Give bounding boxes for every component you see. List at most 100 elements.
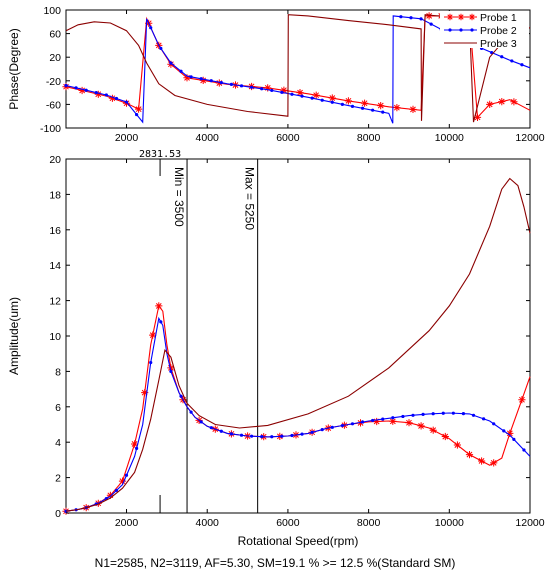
legend-label-probe-2: Probe 2 [480,25,517,37]
phase-point-probe-2 [114,96,119,101]
amplitude-y-tick-label: 2 [55,473,61,485]
amplitude-point-probe-2 [199,420,203,424]
phase-point-probe-2 [429,22,433,26]
amplitude-point-probe-2 [360,420,365,424]
amplitude-y-axis-label: Amplitude(um) [7,297,21,375]
amplitude-point-probe-2 [330,425,334,429]
amplitude-point-probe-2 [229,432,234,436]
amplitude-y-tick-label: 20 [49,154,61,166]
amplitude-point-probe-2 [441,411,445,415]
amplitude-point-probe-2 [350,422,355,426]
peak-marker-label: 2831.53 [139,149,181,160]
phase-ticks-group: 2000 4000 6000 8000 10000 12000 100 60 20 -20 -60 -… [40,5,545,144]
legend-label-probe-3: Probe 3 [480,38,517,50]
phase-point-probe-1 [108,94,116,102]
legend-marker-probe-2 [448,28,452,32]
amplitude-point-probe-1 [429,426,437,434]
amplitude-point-probe-2 [290,433,294,438]
phase-y-tick-label: 60 [49,29,61,41]
amplitude-point-probe-1 [106,491,114,499]
phase-point-probe-2 [270,88,274,93]
amplitude-ticks-group: 2000 4000 6000 8000 10000 12000 0 2 4 6 8 10 12 14 16 1… [49,154,544,529]
amplitude-point-probe-2 [411,413,415,417]
amplitude-point-probe-1 [518,396,526,404]
phase-point-probe-1 [510,98,518,106]
amplitude-plot-frame [65,158,531,514]
amplitude-point-probe-1 [506,429,514,437]
amplitude-point-probe-2 [492,422,496,426]
legend-item-probe-3: Probe 3 [444,38,517,50]
phase-x-tick-label: 2000 [115,132,139,144]
amplitude-y-tick-label: 6 [55,402,61,414]
phase-point-probe-2 [84,88,88,92]
amplitude-point-probe-2 [512,437,516,441]
phase-point-probe-2 [520,63,524,67]
amplitude-point-probe-2 [401,414,405,419]
amplitude-point-probe-2 [135,446,139,450]
phase-point-probe-1 [377,102,385,110]
amplitude-series-group [62,177,531,515]
amplitude-point-probe-2 [189,410,193,414]
phase-point-probe-1 [183,74,191,82]
phase-point-probe-2 [310,96,314,100]
phase-point-probe-1 [215,79,223,87]
amplitude-point-probe-2 [461,412,466,416]
phase-point-probe-1 [393,104,401,112]
phase-point-probe-2 [409,16,413,20]
phase-point-probe-2 [74,86,78,90]
phase-point-probe-1 [361,99,369,107]
amplitude-point-probe-2 [310,430,314,434]
phase-point-probe-2 [250,85,254,89]
legend-item-probe-1: Probe 1 [444,12,517,24]
phase-x-tick-label: 6000 [276,132,300,144]
phase-x-tick-label: 8000 [357,132,381,144]
amplitude-point-probe-2 [340,423,344,428]
amplitude-y-tick-label: 18 [49,189,61,201]
amplitude-point-probe-2 [320,428,324,432]
amplitude-point-probe-2 [482,417,486,421]
amplitude-point-probe-2 [280,434,284,438]
amplitude-point-probe-2 [179,394,183,398]
phase-point-probe-2 [340,102,344,106]
phase-point-probe-2 [399,15,403,19]
amplitude-point-probe-2 [431,412,435,416]
legend-marker-probe-1 [468,13,476,21]
amplitude-point-probe-2 [502,429,506,433]
phase-point-probe-2 [209,79,213,83]
amplitude-point-probe-2 [451,411,455,415]
phase-y-tick-label: -100 [40,123,61,135]
phase-point-probe-2 [500,55,504,59]
legend-item-probe-2: Probe 2 [444,25,517,37]
amplitude-point-probe-2 [209,426,213,430]
phase-point-probe-1 [312,91,320,99]
phase-point-probe-2 [179,69,183,73]
amplitude-point-probe-1 [389,417,397,425]
phase-y-tick-label: -20 [46,76,61,88]
phase-point-probe-2 [199,77,203,81]
amplitude-point-probe-1 [490,459,498,467]
phase-point-probe-2 [219,80,223,85]
amplitude-point-probe-2 [239,433,244,437]
amplitude-x-tick-label: 4000 [196,517,220,529]
amplitude-point-probe-2 [522,448,526,452]
amplitude-point-probe-2 [64,509,68,513]
phase-point-probe-2 [280,90,284,94]
amplitude-x-tick-label: 8000 [357,517,381,529]
amplitude-point-probe-2 [371,418,375,423]
phase-x-tick-label: 12000 [515,132,544,144]
phase-y-tick-label: -60 [46,99,61,111]
marker-lines-group: 2831.53 Min = 3500 Max = 5250 [139,149,259,513]
phase-point-probe-2 [350,104,355,108]
amplitude-point-probe-1 [118,477,127,485]
phase-point-probe-1 [409,105,417,113]
legend-marker-probe-1 [457,13,465,21]
amplitude-point-probe-1 [478,457,486,465]
phase-point-probe-2 [300,94,304,98]
amplitude-point-probe-1 [167,364,175,372]
phase-point-probe-2 [239,84,244,88]
amplitude-point-probe-2 [471,413,476,417]
amplitude-point-probe-1 [405,419,413,427]
min-speed-line-label: Min = 3500 [172,167,186,227]
legend-marker-probe-2 [470,28,474,32]
